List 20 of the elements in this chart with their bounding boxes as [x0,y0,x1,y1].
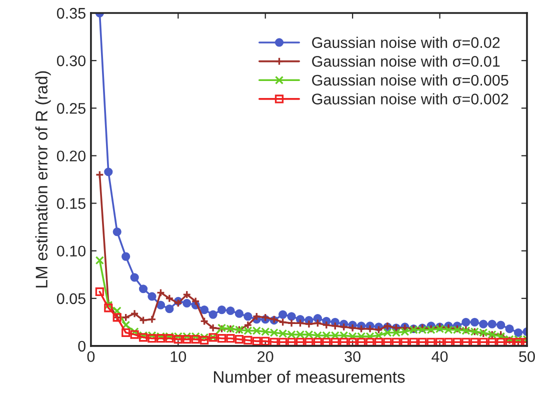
y-axis-title: LM estimation error of R (rad) [35,71,51,288]
x-tick-label: 0 [87,351,95,362]
x-tick-label: 30 [344,351,360,362]
legend-label: Gaussian noise with σ=0.01 [312,56,500,67]
x-tick-label: 50 [519,351,535,362]
legend-label: Gaussian noise with σ=0.005 [312,74,508,86]
y-tick-label: 0.15 [56,198,86,209]
legend-label: Gaussian noise with σ=0.02 [312,36,500,48]
y-tick-label: 0.05 [56,293,86,304]
x-tick-label: 20 [258,351,274,362]
y-tick-label: 0.35 [56,8,86,19]
y-tick-label: 0 [78,340,86,352]
y-tick-label: 0.30 [56,55,86,66]
y-tick-label: 0.20 [56,150,86,162]
x-axis-title: Number of measurements [214,370,405,383]
y-tick-label: 0.10 [56,246,86,257]
x-tick-label: 10 [170,351,186,362]
legend-label: Gaussian noise with σ=0.002 [312,93,508,104]
y-tick-label: 0.25 [56,103,86,114]
x-tick-label: 40 [432,351,448,362]
